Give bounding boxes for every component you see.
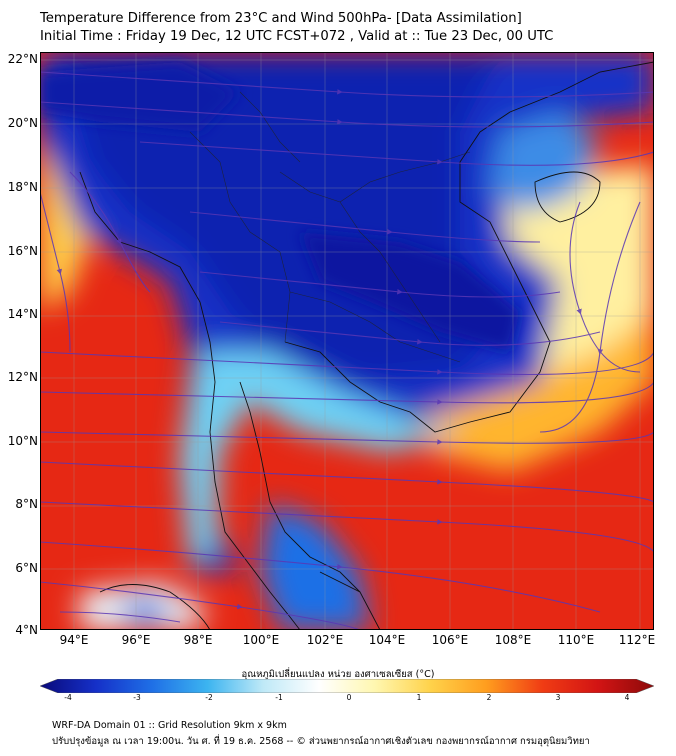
map-frame <box>40 52 654 630</box>
lat-label: 14°N <box>7 307 38 321</box>
lat-label: 6°N <box>15 561 38 575</box>
lat-label: 22°N <box>7 52 38 66</box>
colorbar-tick: 1 <box>416 693 422 702</box>
temperature-map <box>40 52 654 630</box>
cold-core <box>40 62 520 352</box>
footer-model-info: WRF-DA Domain 01 :: Grid Resolution 9km … <box>52 720 287 731</box>
lon-label: 96°E <box>121 633 151 647</box>
lon-label: 100°E <box>242 633 280 647</box>
lon-label: 104°E <box>368 633 406 647</box>
lon-label: 112°E <box>618 633 656 647</box>
colorbar-strip <box>40 679 654 693</box>
colorbar-tick: 4 <box>624 693 630 702</box>
country-borders <box>189 91 471 363</box>
lat-label: 10°N <box>7 434 38 448</box>
map-title: Temperature Difference from 23°C and Win… <box>40 11 522 26</box>
colorbar-tick: 3 <box>555 693 561 702</box>
lat-label: 16°N <box>7 244 38 258</box>
coastlines <box>79 61 654 630</box>
colorbar-tick: -2 <box>205 693 213 702</box>
colorbar-tick: 0 <box>346 693 352 702</box>
lon-label: 106°E <box>431 633 469 647</box>
graticule <box>40 52 654 630</box>
lon-label: 108°E <box>494 633 532 647</box>
colorbar-title: อุณหภูมิเปลี่ยนแปลง หน่วย องศาเซลเซียส (… <box>241 669 435 680</box>
colorbar-tick: -4 <box>64 693 72 702</box>
wind-streamlines <box>40 71 654 630</box>
lat-label: 18°N <box>7 180 38 194</box>
lat-label: 8°N <box>15 497 38 511</box>
lon-label: 98°E <box>183 633 213 647</box>
lat-label: 4°N <box>15 623 38 637</box>
colorbar-tick: 2 <box>486 693 492 702</box>
lon-label: 94°E <box>59 633 89 647</box>
lat-label: 20°N <box>7 116 38 130</box>
lat-label: 12°N <box>7 370 38 384</box>
lon-label: 110°E <box>557 633 595 647</box>
colorbar <box>40 679 654 693</box>
map-subtitle: Initial Time : Friday 19 Dec, 12 UTC FCS… <box>40 29 554 44</box>
lon-label: 102°E <box>306 633 344 647</box>
colorbar-tick: -1 <box>275 693 283 702</box>
colorbar-tick: -3 <box>133 693 141 702</box>
footer-credit: ปรับปรุงข้อมูล ณ เวลา 19:00น. วัน ศ. ที่… <box>52 736 590 747</box>
